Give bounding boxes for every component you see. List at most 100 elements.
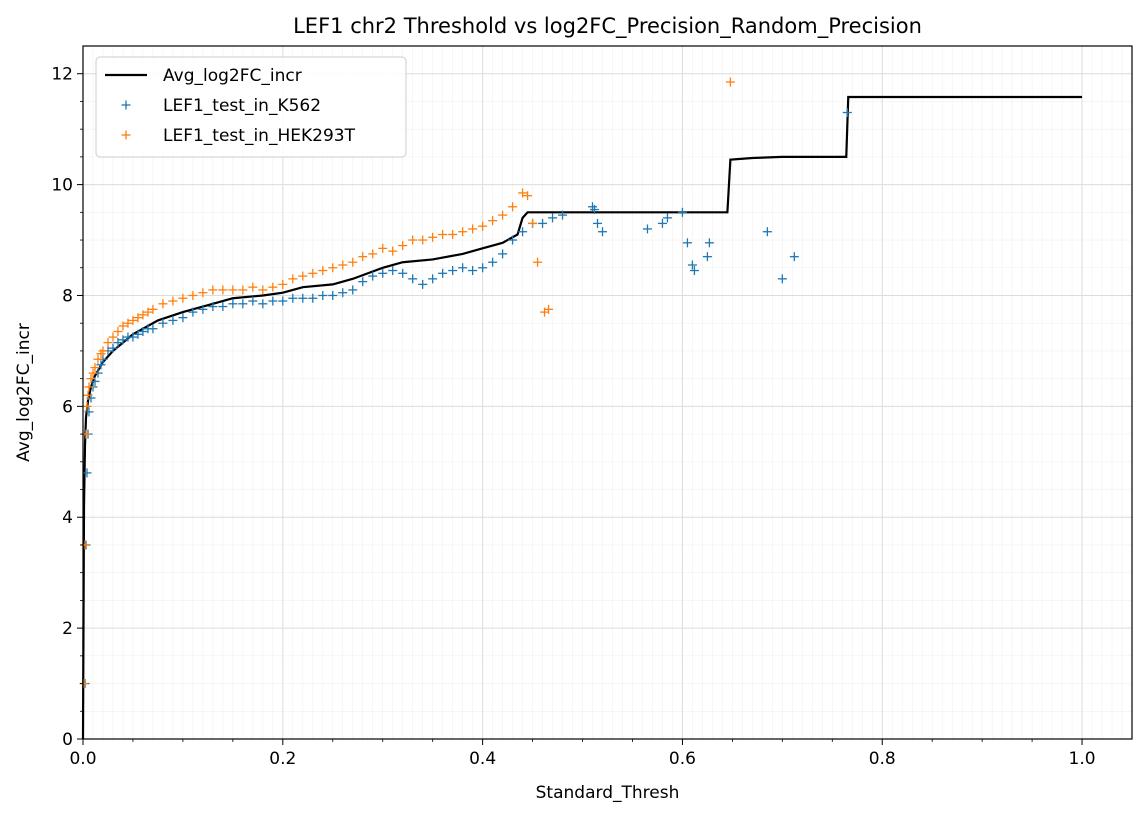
scatter-point	[158, 318, 168, 328]
scatter-point	[328, 263, 338, 273]
scatter-point	[398, 268, 408, 278]
scatter-point	[468, 224, 478, 234]
scatter-point	[508, 235, 518, 245]
scatter-point	[642, 224, 652, 234]
scatter-point	[138, 327, 148, 337]
scatter-point	[518, 188, 528, 198]
scatter-point	[168, 296, 178, 306]
scatter-point	[88, 368, 98, 378]
scatter-point	[288, 293, 298, 303]
y-tick-label: 10	[51, 176, 73, 196]
legend-item: Avg_log2FC_incr	[105, 66, 302, 86]
scatter-point	[842, 108, 852, 118]
scatter-point	[687, 260, 697, 270]
scatter-point	[488, 216, 498, 226]
scatter-point	[408, 274, 418, 284]
scatter-point	[248, 282, 258, 292]
scatter-point	[298, 271, 308, 281]
scatter-point	[418, 235, 428, 245]
legend-item: LEF1_test_in_HEK293T	[121, 126, 356, 146]
scatter-point	[138, 310, 148, 320]
scatter-point	[228, 299, 238, 309]
scatter-point	[408, 235, 418, 245]
y-tick-label: 4	[62, 508, 73, 528]
scatter-point	[533, 257, 543, 267]
scatter-point	[118, 321, 128, 331]
x-tick-label: 0.4	[469, 749, 496, 769]
scatter-point	[593, 218, 603, 228]
scatter-point	[704, 238, 714, 248]
scatter-point	[238, 285, 248, 295]
legend-label: LEF1_test_in_HEK293T	[163, 126, 356, 146]
scatter-point	[258, 299, 268, 309]
y-tick-label: 8	[62, 286, 73, 306]
scatter-point	[458, 263, 468, 273]
legend-label: LEF1_test_in_K562	[163, 96, 321, 116]
scatter-point	[762, 227, 772, 237]
scatter-point	[388, 266, 398, 276]
scatter-point	[208, 285, 218, 295]
scatter-point	[598, 227, 608, 237]
scatter-point	[398, 241, 408, 251]
scatter-point	[218, 285, 228, 295]
scatter-point	[789, 252, 799, 262]
series-2	[79, 77, 735, 689]
x-tick-label: 1.0	[1069, 749, 1096, 769]
scatter-point	[777, 274, 787, 284]
scatter-point	[338, 260, 348, 270]
scatter-point	[448, 229, 458, 239]
scatter-point	[268, 282, 278, 292]
scatter-point	[108, 332, 118, 342]
scatter-point	[128, 315, 138, 325]
y-axis-title: Avg_log2FC_incr	[14, 323, 34, 462]
x-tick-label: 0.6	[669, 749, 696, 769]
scatter-point	[96, 360, 106, 370]
scatter-point	[448, 266, 458, 276]
scatter-point	[348, 257, 358, 267]
x-tick-label: 0.8	[869, 749, 896, 769]
scatter-point	[388, 246, 398, 256]
scatter-point	[118, 335, 128, 345]
scatter-point	[208, 302, 218, 312]
x-axis: 0.0 0.2 0.4 0.6 0.8 1.0	[69, 739, 1096, 769]
scatter-point	[82, 468, 92, 478]
scatter-point	[108, 343, 118, 353]
scatter-point	[288, 274, 298, 284]
y-tick-label: 2	[62, 619, 73, 639]
scatter-point	[278, 279, 288, 289]
scatter-point	[558, 210, 568, 220]
legend: Avg_log2FC_incr LEF1_test_in_K562 LEF1_tes…	[95, 56, 407, 158]
plot-frame	[82, 45, 1133, 740]
scatter-point	[113, 327, 123, 337]
scatter-point	[682, 238, 692, 248]
scatter-point	[378, 243, 388, 253]
scatter-point	[158, 299, 168, 309]
scatter-point	[428, 274, 438, 284]
scatter-point	[428, 232, 438, 242]
scatter-point	[689, 266, 699, 276]
plot-area	[83, 46, 1132, 739]
scatter-point	[478, 221, 488, 231]
scatter-point	[518, 227, 528, 237]
y-axis: 0 2 4 6 8 10 12	[51, 65, 83, 750]
scatter-point	[198, 304, 208, 314]
scatter-point	[238, 299, 248, 309]
series-layer	[79, 77, 1083, 740]
legend-marker-swatch	[121, 100, 131, 110]
scatter-point	[590, 205, 600, 215]
scatter-point	[438, 229, 448, 239]
scatter-point	[123, 318, 133, 328]
scatter-point	[523, 191, 533, 201]
x-axis-title: Standard_Thresh	[536, 783, 680, 803]
scatter-point	[128, 332, 138, 342]
scatter-point	[468, 266, 478, 276]
scatter-point	[498, 210, 508, 220]
scatter-point	[133, 313, 143, 323]
scatter-point	[368, 249, 378, 259]
scatter-point	[86, 374, 96, 384]
y-tick-label: 12	[51, 65, 73, 85]
scatter-point	[178, 313, 188, 323]
scatter-point	[318, 290, 328, 300]
scatter-point	[368, 271, 378, 281]
